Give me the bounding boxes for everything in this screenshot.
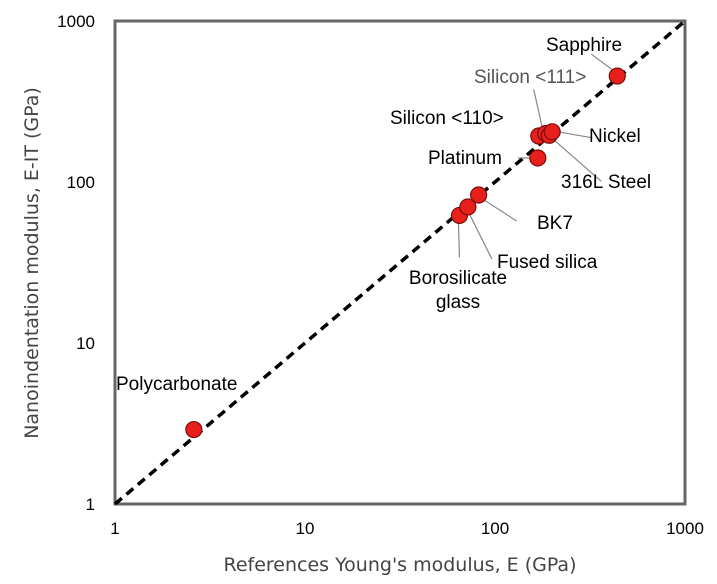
- point-label-sapphire: Sapphire: [546, 35, 622, 56]
- data-point-bk7: [470, 186, 488, 204]
- reference-line: [113, 19, 687, 506]
- point-label-silicon-111: Silicon <111>: [474, 67, 586, 88]
- y-tick-label: 1000: [57, 12, 95, 31]
- data-point-platinum: [529, 149, 547, 167]
- x-tick-label: 10: [296, 519, 315, 538]
- x-axis-title: References Young's modulus, E (GPa): [223, 554, 576, 576]
- point-label-316l-steel: 316L Steel: [561, 172, 651, 193]
- point-label-bk7: BK7: [537, 213, 573, 234]
- leader-line-borosilicate-glass: [457, 223, 461, 258]
- point-label-borosilicate-glass: Borosilicate glass: [409, 268, 507, 313]
- y-axis-title: Nanoindentation modulus, E-IT (GPa): [21, 87, 43, 439]
- plot-frame: [113, 19, 687, 506]
- point-label-platinum: Platinum: [428, 148, 502, 169]
- leader-line-nickel: [558, 131, 593, 139]
- data-point-sapphire: [608, 67, 626, 85]
- leader-line-316l-steel: [552, 138, 602, 182]
- leader-line-sapphire: [590, 53, 616, 73]
- y-tick-label: 10: [76, 334, 95, 353]
- y-tick-label: 1: [86, 495, 95, 514]
- x-tick-label: 100: [481, 519, 509, 538]
- data-point-nickel: [543, 123, 561, 141]
- y-tick-labels: 1 10 100 1000: [57, 12, 95, 514]
- x-tick-labels: 1 10 100 1000: [110, 519, 704, 538]
- data-point-polycarbonate: [185, 420, 203, 439]
- point-label-fused-silica: Fused silica: [497, 252, 598, 273]
- point-label-silicon-110: Silicon <110>: [390, 108, 504, 129]
- x-tick-label: 1000: [666, 519, 704, 538]
- data-point-fused-silica: [459, 198, 477, 216]
- point-label-polycarbonate: Polycarbonate: [116, 374, 237, 395]
- leader-line-fused-silica: [469, 214, 493, 260]
- leader-lines: [457, 53, 616, 260]
- leader-line-bk7: [482, 198, 517, 222]
- data-points: [185, 67, 626, 439]
- y-tick-label: 100: [67, 173, 95, 192]
- x-tick-label: 1: [110, 519, 119, 538]
- leader-line-silicon-111: [533, 89, 543, 126]
- point-label-nickel: Nickel: [589, 126, 641, 147]
